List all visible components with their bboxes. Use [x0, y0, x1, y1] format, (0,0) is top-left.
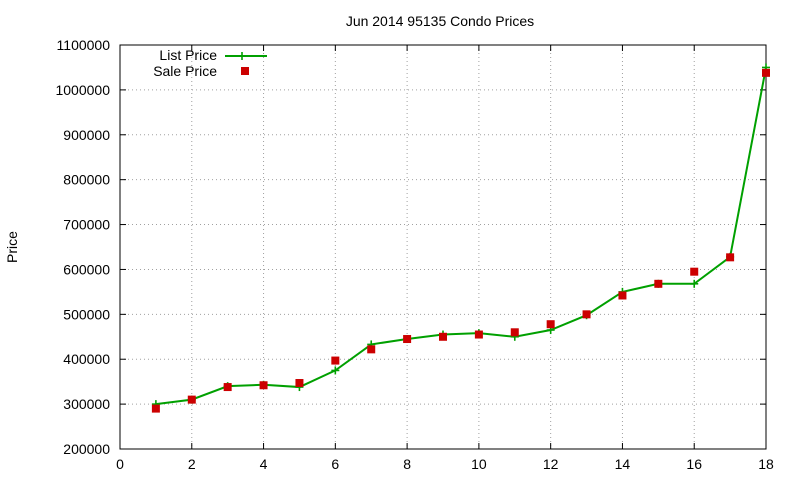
legend-label-sale-price: Sale Price	[153, 63, 217, 79]
y-tick-label: 300000	[63, 396, 110, 412]
y-axis-label: Price	[4, 231, 20, 263]
sale-price-point	[367, 345, 376, 354]
x-axis-tick-labels: 0 2 4 6 8 10 12 14 16 18	[116, 456, 774, 472]
sale-price-point	[331, 356, 340, 365]
sale-price-point	[654, 279, 663, 288]
legend-label-list-price: List Price	[159, 47, 217, 63]
y-tick-label: 700000	[63, 217, 110, 233]
sale-price-point	[510, 328, 519, 337]
x-tick-label: 0	[116, 456, 124, 472]
sale-price-point	[546, 320, 555, 329]
plot-frame	[119, 44, 767, 450]
x-tick-label: 12	[543, 456, 559, 472]
y-tick-label: 1000000	[55, 82, 110, 98]
series-layer	[151, 63, 770, 413]
sale-price-point	[762, 68, 770, 77]
sale-price-point	[403, 335, 412, 344]
x-tick-label: 14	[615, 456, 631, 472]
legend-swatch-sale-price	[241, 67, 249, 75]
sale-price-point	[223, 383, 232, 392]
x-tick-label: 4	[260, 456, 268, 472]
sale-price-point	[726, 253, 735, 262]
sale-price-point	[474, 330, 483, 339]
chart-title: Jun 2014 95135 Condo Prices	[346, 13, 534, 29]
y-tick-label: 1100000	[57, 37, 111, 53]
sale-price-point	[618, 291, 627, 300]
y-axis-tick-labels: 200000 300000 400000 500000 600000 700000 8000…	[55, 37, 110, 457]
sale-price-point	[295, 379, 304, 388]
x-tick-label: 10	[471, 456, 487, 472]
y-tick-label: 200000	[63, 441, 110, 457]
y-tick-label: 800000	[63, 172, 110, 188]
axis-ticks	[119, 44, 767, 450]
y-tick-label: 900000	[63, 127, 110, 143]
list-price-point	[331, 366, 340, 375]
list-price-line	[155, 67, 767, 406]
sale-price-point	[259, 381, 268, 390]
x-tick-label: 16	[686, 456, 702, 472]
sale-price-point	[187, 395, 196, 404]
x-tick-label: 18	[758, 456, 774, 472]
sale-price-point	[582, 310, 591, 319]
y-tick-label: 500000	[63, 306, 110, 322]
sale-price-point	[690, 267, 699, 276]
x-tick-label: 8	[403, 456, 411, 472]
sale-price-point	[151, 404, 160, 413]
y-tick-label: 400000	[63, 351, 110, 367]
sale-price-point	[439, 332, 447, 341]
x-tick-label: 6	[331, 456, 339, 472]
list-price-point	[690, 279, 699, 288]
legend: List Price Sale Price	[153, 47, 267, 79]
y-tick-label: 600000	[63, 261, 110, 277]
x-tick-label: 2	[188, 456, 196, 472]
